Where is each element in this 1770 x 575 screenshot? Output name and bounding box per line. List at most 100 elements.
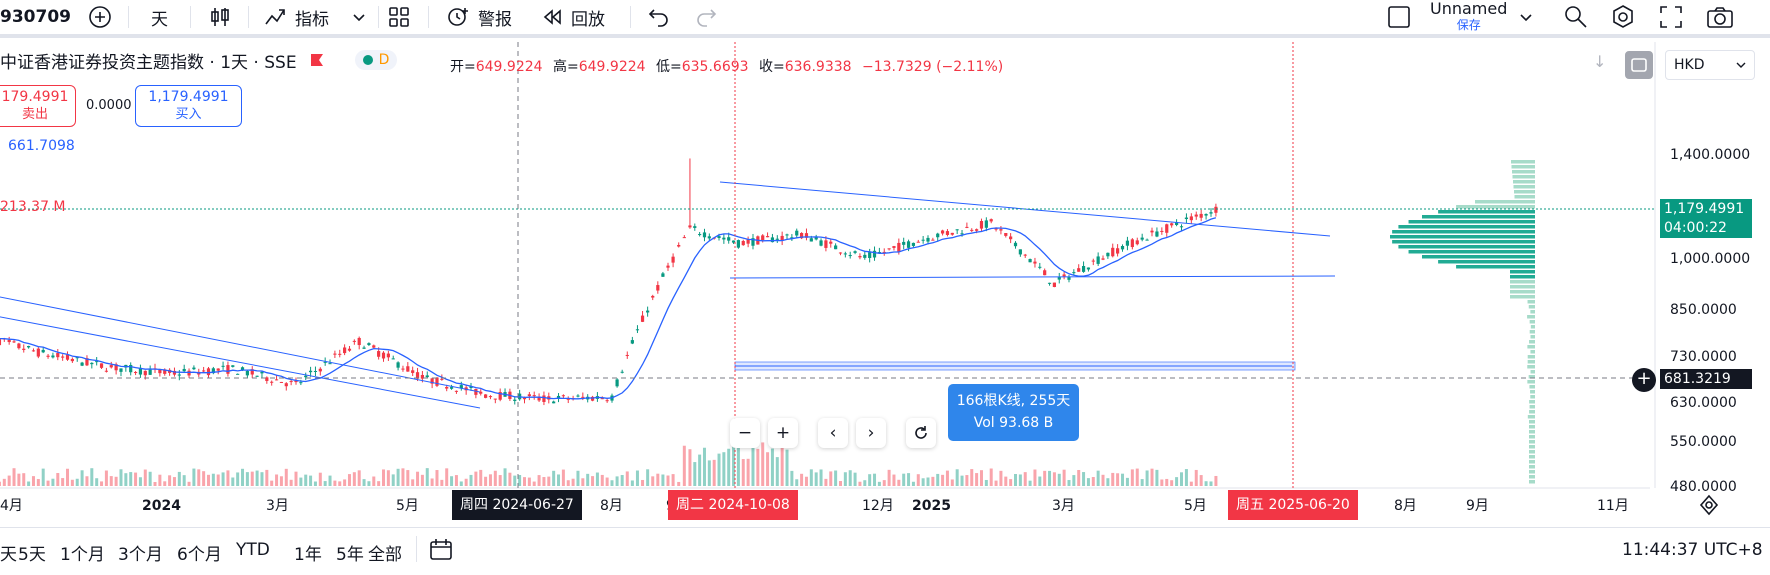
candle [270,382,273,383]
symbol-search[interactable]: 930709 [0,0,71,34]
currency-select[interactable]: HKD [1665,50,1755,80]
price-chart[interactable]: 1,400.0000 1,000.0000 850.0000 730.0000 630.… [0,42,1770,527]
volume-bar [241,469,244,486]
volume-profile-bar [1528,355,1535,359]
undo-button[interactable] [648,0,670,34]
candle [411,370,414,373]
add-price-line-button[interactable]: + [1632,368,1656,392]
interval-button[interactable]: 天 [151,0,168,34]
candle [946,231,949,235]
range-button[interactable]: 3个月 [118,540,163,565]
candle [677,245,680,247]
volume-bar [246,472,249,486]
candle [1058,277,1061,280]
range-button[interactable]: 6个月 [177,540,222,565]
search-icon [1563,4,1589,30]
volume-bar [513,476,516,486]
volume-bar [47,481,50,486]
buy-button[interactable]: 1,179.4991 买入 [135,85,242,127]
market-status[interactable]: D [355,50,398,70]
volume-bar [902,474,905,486]
volume-bar [533,482,536,486]
down-arrow-icon[interactable]: ↓ [1593,52,1606,71]
add-symbol-button[interactable] [88,0,112,34]
range-button[interactable]: YTD [236,540,270,560]
range-button[interactable]: 5年 [336,540,364,565]
candle [450,387,453,389]
candle [387,354,390,358]
layout-button[interactable] [388,0,410,34]
candle [275,379,278,380]
candle [533,395,536,396]
scroll-left-button[interactable]: ‹ [818,418,848,448]
templates-dropdown[interactable] [352,0,366,34]
indicators-button[interactable]: 指标 [263,0,329,34]
candle [319,369,322,372]
layout-menu[interactable] [1519,0,1533,34]
clock[interactable]: 11:44:37 UTC+8 [1622,540,1763,560]
volume-bar [601,475,604,486]
volume-bar [377,481,380,486]
alert-button[interactable]: 警报 [446,0,512,34]
crosshair-price-label: 681.3219 [1660,369,1752,389]
candle [8,340,11,342]
replay-button[interactable]: 回放 [541,0,605,34]
volume-bar [275,474,278,486]
chart-area[interactable]: 1,400.0000 1,000.0000 850.0000 730.0000 630.… [0,42,1770,522]
volume-bar [90,468,93,486]
range-button[interactable]: 天 [0,540,17,565]
zoom-in-button[interactable]: + [768,418,798,448]
fullscreen-button[interactable] [1659,0,1683,34]
range-button[interactable]: 1个月 [60,540,105,565]
range-button[interactable]: 全部 [368,540,402,565]
candle [1165,224,1168,232]
candle [37,349,40,357]
volume-bar [1063,470,1066,486]
candle [396,362,399,367]
candle [907,241,910,248]
volume-bar [333,481,336,486]
candle [178,375,181,376]
candle [1024,255,1027,256]
volume-bar [917,474,920,486]
candle [892,246,895,248]
range-button[interactable]: 1年 [294,540,322,565]
chart-type-button[interactable] [208,0,232,34]
date-range-button[interactable] [428,537,454,567]
flag-icon[interactable] [309,52,325,68]
candle [839,252,842,253]
volume-bar [1141,479,1144,486]
volume-profile-bar [1529,470,1535,474]
range-button[interactable]: 5天 [18,540,46,565]
volume-bar [139,477,142,486]
zoom-out-button[interactable]: − [730,418,760,448]
quick-search-button[interactable] [1563,0,1589,34]
volume-bar [834,471,837,486]
divider [416,536,417,562]
scroll-right-button[interactable]: › [856,418,886,448]
candle [358,338,361,345]
layout-toggle[interactable] [1387,0,1411,34]
candle [1033,262,1036,264]
settings-button[interactable] [1610,0,1636,34]
reset-button[interactable] [906,418,936,448]
sell-button[interactable]: 179.4991 卖出 [0,85,76,127]
high-label: 高= [553,59,579,75]
compare-button[interactable] [1625,51,1653,79]
snapshot-button[interactable] [1706,0,1734,34]
volume-bar [956,469,959,486]
candle [1195,215,1198,217]
candle [100,363,103,368]
time-tick: 2024 [142,498,181,514]
symbol-title[interactable]: 中证香港证券投资主题指数 · 1天 · SSE [0,48,297,73]
volume-bar [1180,472,1183,486]
axis-settings-button[interactable] [1698,494,1720,520]
volume-profile-bar [1510,290,1535,294]
volume-bar [445,468,448,486]
candle [834,245,837,249]
candle [606,400,609,401]
volume-profile-bar [1531,335,1535,339]
layout-name-button[interactable]: Unnamed 保存 [1430,0,1507,34]
redo-button[interactable] [695,0,717,34]
redo-icon [695,6,717,28]
